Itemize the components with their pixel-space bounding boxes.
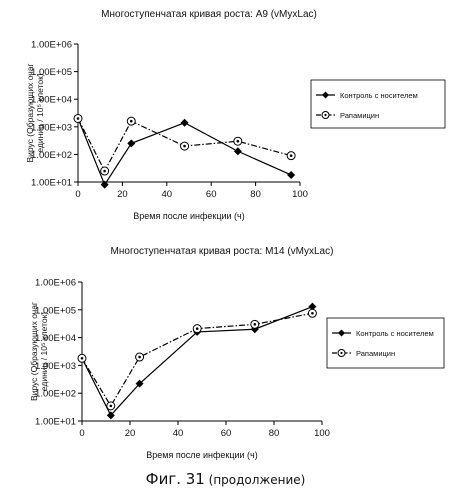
- y-tick-label: 1.00E+06: [31, 40, 72, 51]
- legend-label: Рапамицин: [340, 111, 379, 120]
- data-point-circle-dot: [236, 139, 240, 143]
- x-tick-label: 0: [75, 189, 80, 200]
- data-point-diamond: [180, 118, 189, 127]
- legend-marker-circle-dot: [340, 351, 343, 355]
- x-tick-label: 40: [162, 189, 173, 200]
- legend-marker-diamond: [322, 91, 329, 99]
- x-tick-label: 60: [221, 428, 232, 439]
- data-point-circle-dot: [195, 327, 199, 330]
- data-point-diamond: [127, 139, 136, 148]
- data-point-circle-dot: [138, 355, 141, 359]
- x-tick-label: 60: [206, 189, 217, 200]
- data-point-circle-dot: [103, 169, 106, 173]
- x-tick-label: 20: [117, 189, 128, 200]
- y-axis-label: Вирус (Образующих очагединиц / 10⁵ клето…: [29, 302, 49, 401]
- legend-label: Контроль с носителем: [340, 91, 418, 100]
- data-point-circle-dot: [80, 357, 84, 360]
- data-point-diamond: [100, 180, 109, 189]
- x-tick-label: 100: [314, 428, 330, 439]
- legend-marker-diamond: [338, 329, 345, 337]
- data-point-circle-dot: [253, 323, 257, 326]
- y-tick-label: 1.00E+04: [35, 333, 76, 344]
- chart-1: Многоступенчатая кривая роста: A9 (vMyxL…: [25, 9, 446, 221]
- data-point-circle-dot: [289, 154, 293, 157]
- series-line-2: [77, 118, 292, 173]
- legend-box: [310, 79, 446, 129]
- y-axis-label-line1: Вирус (Образующих очаг: [29, 302, 39, 401]
- caption-main: Фиг. 31: [145, 470, 205, 488]
- y-axis-label-line2: единиц / 10⁵ клеток): [35, 73, 45, 152]
- legend-marker-circle-dot: [324, 113, 327, 117]
- chart-2: Многоступенчатая кривая роста: M14 (vMyx…: [29, 246, 445, 460]
- figure-caption: Фиг. 31 (продолжение): [0, 470, 451, 488]
- data-point-diamond: [135, 379, 144, 388]
- y-tick-label: 1.00E+01: [35, 417, 76, 428]
- legend-box: [326, 317, 445, 369]
- data-point-circle-dot: [76, 117, 80, 120]
- y-tick-label: 1.00E+01: [31, 178, 72, 189]
- y-axis-label-line2: единиц / 10⁵ клеток): [39, 312, 49, 391]
- y-tick-label: 1.00E+04: [31, 95, 72, 106]
- x-tick-label: 40: [173, 428, 184, 439]
- x-axis-label: Время после инфекции (ч): [133, 211, 244, 221]
- legend-label: Рапамицин: [356, 349, 395, 358]
- data-point-diamond: [308, 302, 317, 311]
- y-axis-label-line1: Вирус (Образующих очаг: [25, 63, 35, 162]
- y-tick-label: 1.00E+06: [35, 278, 76, 289]
- x-tick-label: 0: [79, 428, 84, 439]
- series-line-2: [81, 312, 313, 408]
- data-point-circle-dot: [311, 311, 314, 315]
- chart-title: Многоступенчатая кривая роста: A9 (vMyxL…: [101, 9, 317, 20]
- series-line-1: [81, 306, 313, 417]
- data-point-diamond: [106, 411, 115, 420]
- x-tick-label: 80: [250, 189, 261, 200]
- x-tick-label: 100: [292, 189, 308, 200]
- data-point-diamond: [287, 170, 296, 179]
- y-tick-label: 1.00E+03: [35, 361, 76, 372]
- data-point-circle-dot: [183, 144, 186, 148]
- y-tick-label: 1.00E+05: [35, 305, 76, 316]
- series-line-1: [77, 118, 292, 186]
- y-tick-label: 1.00E+03: [31, 122, 72, 133]
- y-tick-label: 1.00E+02: [31, 150, 72, 161]
- x-tick-label: 20: [125, 428, 136, 439]
- caption-sub: (продолжение): [204, 473, 306, 487]
- y-axis-label: Вирус (Образующих очагединиц / 10⁵ клето…: [25, 63, 45, 162]
- data-point-diamond: [233, 147, 242, 156]
- chart-title: Многоступенчатая кривая роста: M14 (vMyx…: [111, 246, 334, 257]
- data-point-circle-dot: [129, 119, 133, 123]
- x-axis-label: Время после инфекции (ч): [146, 450, 257, 460]
- legend-label: Контроль с носителем: [356, 329, 434, 338]
- data-point-circle-dot: [109, 404, 113, 408]
- y-tick-label: 1.00E+02: [35, 389, 76, 400]
- y-tick-label: 1.00E+05: [31, 67, 72, 78]
- x-tick-label: 80: [269, 428, 280, 439]
